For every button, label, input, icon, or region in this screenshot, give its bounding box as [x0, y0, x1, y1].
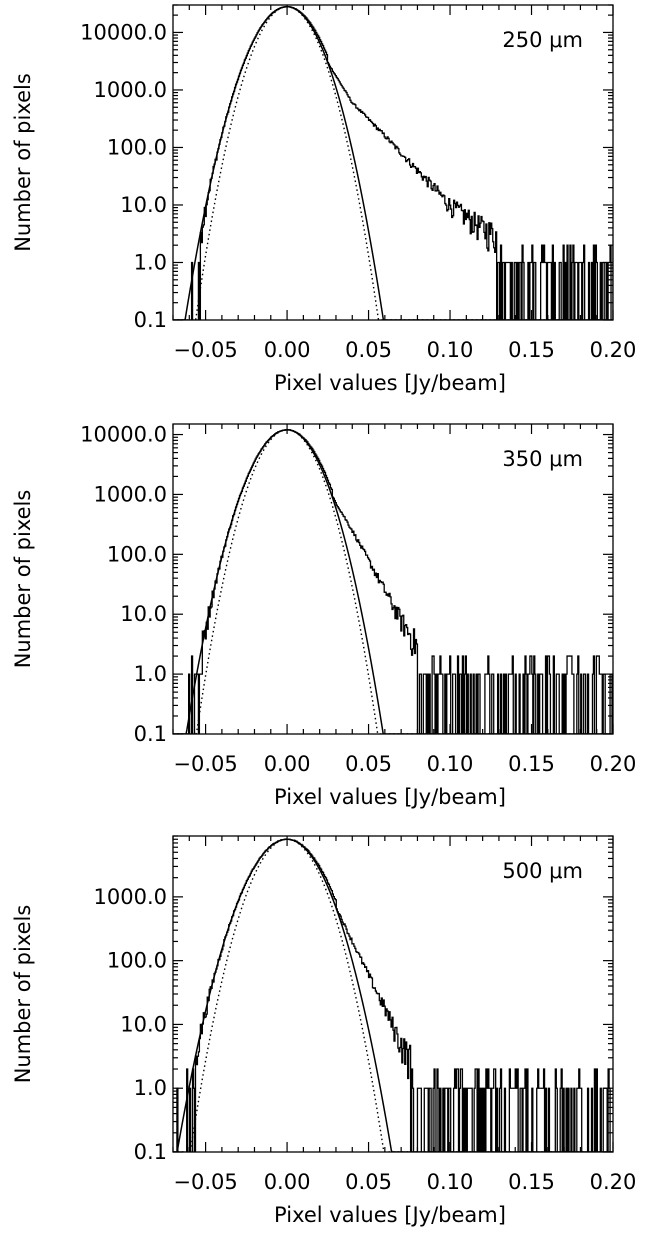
x-tick-label: 0.20	[590, 338, 637, 362]
y-tick-label: 1000.0	[94, 885, 167, 909]
y-tick-label: 1000.0	[94, 78, 167, 102]
y-tick-label: 10000.0	[80, 423, 167, 447]
y-tick-label: 1000.0	[94, 482, 167, 506]
y-tick-label: 1.0	[134, 662, 167, 686]
wavelength-label: 350 μm	[502, 447, 583, 471]
y-tick-label: 0.1	[134, 308, 167, 332]
histogram-series	[173, 838, 613, 1152]
panel-3: −0.05 0.00 0.05 0.10 0.15 0.20 0.1 1.0 10.0 100.0…	[11, 835, 637, 1227]
x-axis-title: Pixel values [Jy/beam]	[274, 1203, 506, 1227]
y-tick-label: 100.0	[107, 542, 167, 566]
x-tick-label: 0.20	[590, 1170, 637, 1194]
y-tick-label: 10.0	[120, 602, 167, 626]
x-tick-label: −0.05	[173, 1170, 237, 1194]
y-axis-title: Number of pixels	[11, 490, 35, 669]
panel-2: −0.05 0.00 0.05 0.10 0.15 0.20 0.1 1.0 10.0 100.0…	[11, 423, 636, 809]
gaussian-noise-series	[173, 429, 613, 734]
y-tick-label: 0.1	[134, 722, 167, 746]
gaussian-noise-series	[173, 838, 613, 1152]
y-tick-label: 0.1	[134, 1140, 167, 1164]
x-tick-label: 0.05	[345, 752, 392, 776]
panel-1: −0.05 0.00 0.05 0.10 0.15 0.20 0.1 1.0 10.0 100.0…	[11, 4, 637, 395]
y-tick-label: 10.0	[120, 193, 167, 217]
model-fit-series	[173, 429, 613, 734]
x-axis-title: Pixel values [Jy/beam]	[274, 371, 506, 395]
x-tick-label: 0.05	[345, 338, 392, 362]
x-tick-label: 0.00	[264, 338, 311, 362]
x-tick-label: −0.05	[173, 338, 237, 362]
x-tick-label: 0.10	[427, 1170, 474, 1194]
y-tick-label: 10000.0	[80, 20, 167, 44]
x-tick-label: 0.10	[427, 338, 474, 362]
x-tick-label: 0.15	[508, 1170, 555, 1194]
x-tick-label: 0.10	[427, 752, 474, 776]
y-tick-label: 100.0	[107, 135, 167, 159]
model-fit-series	[173, 838, 613, 1152]
model-fit-series	[173, 5, 613, 320]
y-tick-label: 100.0	[107, 949, 167, 973]
x-tick-label: −0.05	[173, 752, 237, 776]
x-tick-label: 0.05	[345, 1170, 392, 1194]
wavelength-label: 250 μm	[502, 28, 583, 52]
x-tick-label: 0.15	[508, 752, 555, 776]
x-tick-label: 0.00	[264, 752, 311, 776]
y-tick-label: 10.0	[120, 1012, 167, 1036]
histogram-series	[173, 428, 613, 734]
y-tick-label: 1.0	[134, 250, 167, 274]
y-tick-label: 1.0	[134, 1076, 167, 1100]
x-axis-title: Pixel values [Jy/beam]	[274, 785, 506, 809]
y-axis-title: Number of pixels	[11, 905, 35, 1084]
wavelength-label: 500 μm	[502, 859, 583, 883]
x-tick-label: 0.20	[590, 752, 637, 776]
y-axis-title: Number of pixels	[11, 73, 35, 252]
x-tick-label: 0.00	[264, 1170, 311, 1194]
x-tick-label: 0.15	[508, 338, 555, 362]
histogram-series	[173, 5, 613, 320]
